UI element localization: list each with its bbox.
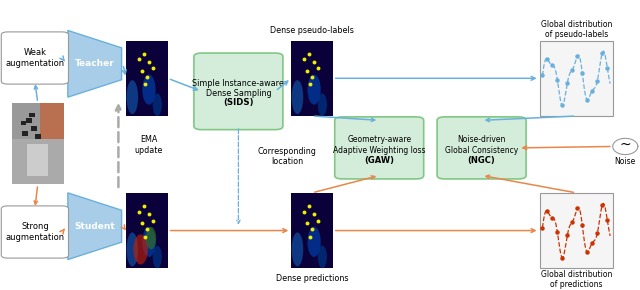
Text: (NGC): (NGC): [468, 156, 495, 166]
Text: Dense pseudo-labels: Dense pseudo-labels: [270, 26, 354, 35]
Ellipse shape: [153, 93, 162, 116]
Bar: [126, 193, 168, 268]
FancyBboxPatch shape: [335, 117, 424, 179]
Polygon shape: [68, 193, 122, 260]
Ellipse shape: [127, 233, 138, 266]
Ellipse shape: [318, 246, 327, 268]
Polygon shape: [68, 30, 122, 97]
Text: Student: Student: [74, 222, 115, 231]
Ellipse shape: [142, 227, 156, 257]
FancyBboxPatch shape: [1, 32, 68, 84]
Bar: [40, 103, 64, 139]
Bar: [35, 135, 41, 139]
Text: Global distribution
of pseudo-labels: Global distribution of pseudo-labels: [541, 20, 612, 39]
Bar: [12, 139, 64, 184]
FancyBboxPatch shape: [437, 117, 526, 179]
Text: (GAW): (GAW): [364, 156, 394, 166]
Text: Global distribution
of predictions: Global distribution of predictions: [541, 270, 612, 289]
Ellipse shape: [133, 234, 148, 264]
Ellipse shape: [292, 80, 303, 114]
Bar: [12, 103, 64, 184]
FancyBboxPatch shape: [1, 206, 68, 258]
Ellipse shape: [318, 93, 327, 116]
Bar: [291, 41, 333, 116]
Text: Noise: Noise: [614, 157, 636, 166]
Bar: [31, 126, 36, 131]
Text: Simple Instance-aware
Dense Sampling: Simple Instance-aware Dense Sampling: [193, 79, 284, 98]
Text: ~: ~: [620, 138, 631, 152]
Bar: [540, 41, 613, 116]
Bar: [20, 121, 26, 125]
Bar: [22, 131, 28, 135]
Text: Dense predictions: Dense predictions: [276, 274, 348, 283]
Ellipse shape: [142, 75, 156, 105]
Ellipse shape: [153, 246, 162, 268]
Text: Geometry-aware
Adaptive Weighting loss: Geometry-aware Adaptive Weighting loss: [333, 135, 426, 155]
Text: Strong
augmentation: Strong augmentation: [5, 222, 65, 242]
Ellipse shape: [307, 227, 321, 257]
Text: EMA
update: EMA update: [134, 135, 163, 155]
Bar: [26, 118, 31, 123]
Bar: [126, 41, 168, 116]
Text: Corresponding
location: Corresponding location: [257, 147, 316, 166]
Bar: [540, 193, 613, 268]
FancyBboxPatch shape: [194, 53, 283, 130]
Bar: [28, 144, 48, 176]
Text: Noise-driven
Global Consistency: Noise-driven Global Consistency: [445, 135, 518, 155]
Bar: [29, 113, 35, 117]
Text: Teacher: Teacher: [75, 59, 115, 68]
Text: Weak
augmentation: Weak augmentation: [5, 48, 65, 68]
Ellipse shape: [292, 233, 303, 266]
Polygon shape: [612, 138, 638, 155]
Bar: [12, 103, 40, 139]
Ellipse shape: [146, 227, 156, 249]
Ellipse shape: [127, 80, 138, 114]
Ellipse shape: [307, 75, 321, 105]
Bar: [291, 193, 333, 268]
Text: (SIDS): (SIDS): [223, 98, 253, 108]
